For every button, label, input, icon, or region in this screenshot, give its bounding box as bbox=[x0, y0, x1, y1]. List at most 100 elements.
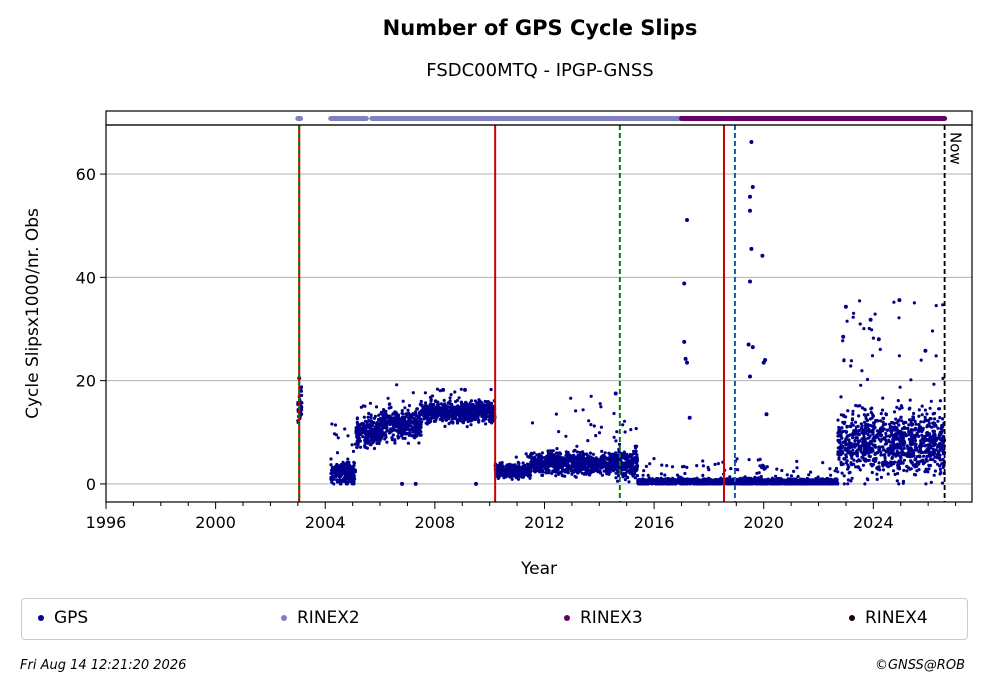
gps-point-1412 bbox=[447, 422, 451, 426]
gps-point-4479 bbox=[641, 473, 645, 477]
gps-point-583 bbox=[393, 441, 397, 445]
gps-point-3236 bbox=[659, 472, 664, 476]
gps-point-504 bbox=[375, 436, 379, 440]
gps-point-4134 bbox=[665, 464, 669, 468]
gps-point-823 bbox=[380, 428, 384, 432]
gps-point-1394 bbox=[420, 403, 424, 407]
gps-point-2871 bbox=[625, 454, 630, 459]
gps-point-1595 bbox=[437, 405, 442, 410]
gps-point-2737 bbox=[570, 472, 574, 476]
gps-point-2386 bbox=[533, 455, 537, 459]
gps-point-1934 bbox=[506, 468, 511, 472]
gps-point-2710 bbox=[601, 459, 606, 463]
gps-point-2570 bbox=[609, 464, 613, 468]
gps-point-491 bbox=[363, 426, 367, 430]
gps-point-2899 bbox=[621, 423, 625, 427]
gps-point-496 bbox=[363, 419, 368, 423]
gps-point-2669 bbox=[546, 449, 550, 453]
gps-point-2519 bbox=[586, 439, 590, 443]
gps-point-1220 bbox=[442, 398, 446, 402]
gps-point-2697 bbox=[580, 460, 584, 464]
gps-point-2629 bbox=[546, 454, 550, 459]
gps-point-3986 bbox=[707, 468, 711, 472]
gps-point-1866 bbox=[521, 461, 525, 465]
gps-point-1597 bbox=[444, 411, 448, 415]
gps-point-2115 bbox=[554, 474, 558, 478]
gps-point-4927 bbox=[871, 336, 876, 340]
gps-point-2942 bbox=[629, 428, 633, 432]
gps-point-271 bbox=[350, 480, 354, 485]
gps-point-4731 bbox=[685, 479, 689, 483]
gps-point-2490 bbox=[589, 394, 593, 398]
gps-point-4293 bbox=[644, 464, 649, 468]
gps-point-824 bbox=[381, 433, 385, 437]
gps-point-4847 bbox=[713, 482, 718, 486]
gps-point-3262 bbox=[795, 459, 799, 463]
gps-point-282 bbox=[367, 411, 371, 416]
gps-point-4765 bbox=[818, 478, 822, 483]
gps-point-495 bbox=[354, 431, 358, 435]
gps-point-1937 bbox=[525, 472, 529, 476]
gps-point-266 bbox=[337, 474, 341, 478]
gps-point-2854 bbox=[615, 430, 619, 434]
gps-point-1340 bbox=[469, 423, 473, 427]
gps-point-2897 bbox=[624, 471, 628, 475]
gps-point-805 bbox=[395, 420, 399, 424]
gps-point-889 bbox=[411, 434, 415, 438]
gps-point-2729 bbox=[541, 464, 545, 468]
gps-point-1861 bbox=[522, 473, 526, 478]
gps-point-267 bbox=[347, 468, 351, 472]
gps-point-4703 bbox=[774, 474, 778, 478]
gps-point-896 bbox=[380, 410, 385, 415]
gps-point-4646 bbox=[786, 478, 790, 482]
gps-point-830 bbox=[394, 424, 398, 429]
gps-point-1435 bbox=[485, 400, 489, 404]
gps-point-505 bbox=[356, 441, 360, 445]
gps-point-2694 bbox=[584, 465, 588, 469]
gps-point-3770 bbox=[828, 467, 832, 471]
gps-point-4766 bbox=[670, 480, 674, 484]
gps-point-885 bbox=[405, 424, 409, 428]
gps-point-1584 bbox=[456, 413, 460, 417]
gps-point-1512 bbox=[438, 389, 442, 393]
gps-point-4689 bbox=[667, 482, 671, 486]
gps-point-2668 bbox=[578, 453, 582, 457]
gps-point-734 bbox=[403, 406, 407, 410]
gps-point-4501 bbox=[800, 477, 804, 481]
gps-point-1484 bbox=[457, 396, 461, 400]
gps-point-1556 bbox=[456, 404, 460, 408]
gps-point-2703 bbox=[587, 459, 591, 463]
gps-point-4747 bbox=[709, 481, 713, 485]
gps-point-488 bbox=[358, 428, 362, 433]
gps-point-4 bbox=[300, 393, 304, 397]
gps-point-4896 bbox=[884, 431, 888, 436]
gps-point-4794 bbox=[725, 478, 730, 482]
gps-point-521 bbox=[401, 399, 405, 403]
gps-point-821 bbox=[400, 411, 404, 415]
gps-point-1750 bbox=[517, 462, 521, 466]
gps-point-4835 bbox=[661, 482, 665, 486]
gps-point-890 bbox=[409, 427, 413, 431]
gps-point-250 bbox=[331, 474, 335, 478]
gps-point-1928 bbox=[518, 469, 523, 473]
gps-point-1373 bbox=[461, 421, 466, 425]
gps-point-492 bbox=[375, 431, 379, 435]
gps-point-1509 bbox=[451, 412, 455, 416]
gps-point-1586 bbox=[432, 405, 436, 409]
gps-point-243 bbox=[352, 461, 356, 465]
gps-point-2613 bbox=[586, 454, 590, 458]
gps-point-226 bbox=[339, 464, 343, 468]
gps-point-2932 bbox=[628, 459, 632, 463]
gps-point-1551 bbox=[461, 414, 465, 419]
gps-point-1563 bbox=[447, 411, 451, 415]
gps-point-2722 bbox=[565, 470, 569, 474]
gps-point-874 bbox=[388, 402, 392, 406]
gps-point-1377 bbox=[442, 415, 446, 419]
gps-point-1558 bbox=[455, 407, 459, 411]
gps-point-1591 bbox=[470, 408, 474, 413]
gps-point-2909 bbox=[632, 452, 636, 456]
gps-point-2221 bbox=[592, 424, 596, 428]
gps-point-294 bbox=[374, 405, 379, 409]
gps-point-797 bbox=[384, 424, 388, 428]
gps-point-228 bbox=[329, 457, 333, 461]
